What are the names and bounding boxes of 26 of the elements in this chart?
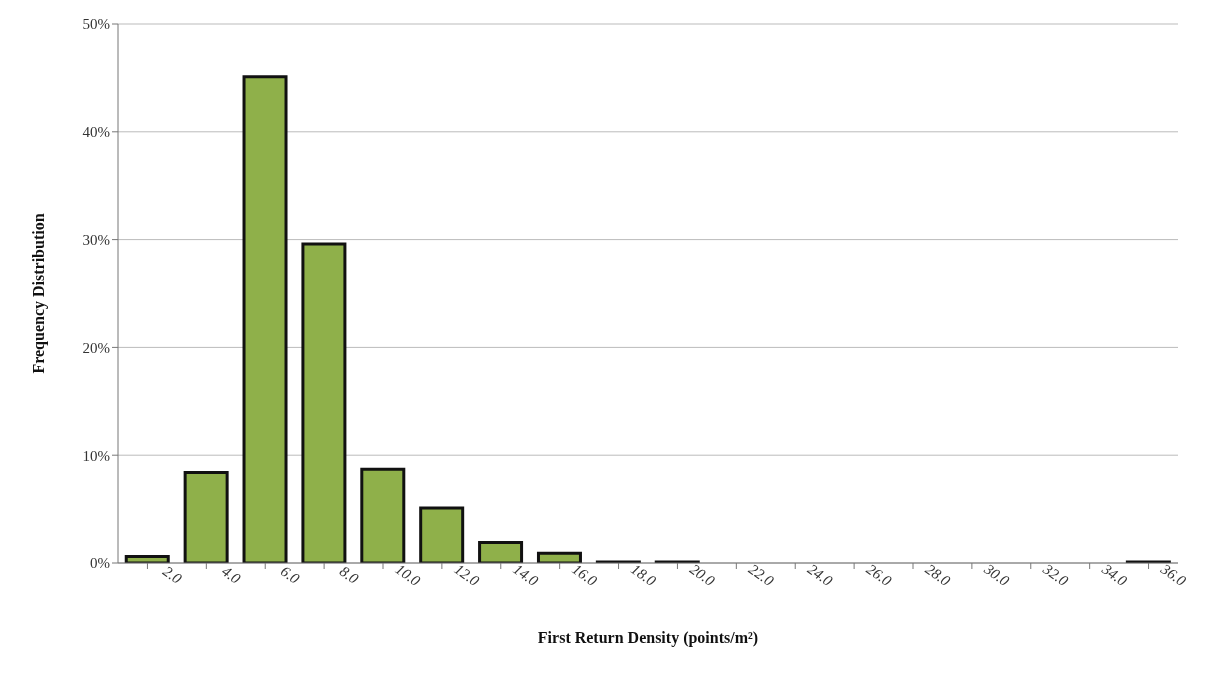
x-tick-label: 24.0 [804,560,836,590]
y-axis-title: Frequency Distribution [29,213,48,374]
x-tick-label: 14.0 [510,560,542,590]
y-tick-label: 40% [82,124,110,141]
x-tick-label: 10.0 [392,560,424,590]
y-tick-label: 30% [82,231,110,248]
x-axis-title: First Return Density (points/m²) [537,629,759,647]
x-tick-label: 2.0 [160,562,185,588]
y-tick-label: 50% [82,16,110,33]
x-tick-label: 12.0 [451,560,483,590]
x-tick-label: 34.0 [1098,560,1131,590]
y-tick-label: 20% [82,339,110,356]
x-tick-label: 28.0 [922,560,954,590]
x-tick-label: 36.0 [1157,560,1190,590]
x-tick-label: 22.0 [745,560,777,590]
x-tick-label: 30.0 [980,560,1013,590]
y-tick-label: 0% [90,555,110,572]
x-tick-label: 8.0 [336,562,362,588]
x-tick-label: 6.0 [277,562,303,588]
x-tick-label: 18.0 [628,560,660,590]
x-tick-label: 26.0 [863,560,895,590]
y-tick-label: 10% [82,447,110,464]
x-tick-label: 16.0 [569,560,601,590]
x-tick-label: 32.0 [1039,560,1072,590]
x-tick-label: 20.0 [686,560,719,590]
x-tick-label: 4.0 [218,562,244,588]
